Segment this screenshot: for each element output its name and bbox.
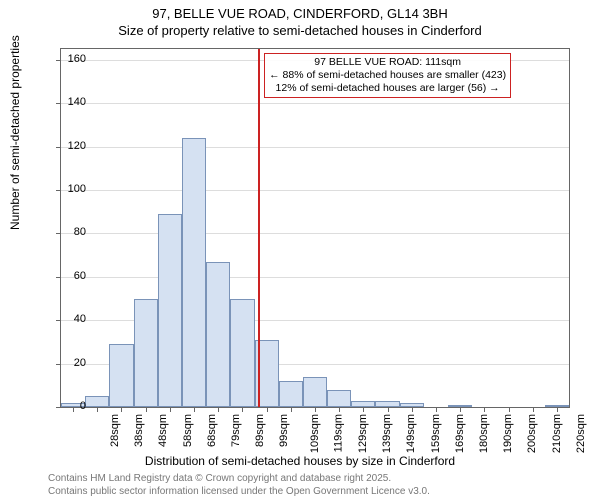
gridline — [61, 147, 569, 148]
y-axis-label: Number of semi-detached properties — [8, 35, 22, 230]
credits-line2: Contains public sector information licen… — [48, 486, 430, 499]
x-tick-label: 119sqm — [332, 414, 344, 452]
gridline — [61, 233, 569, 234]
chart-title-line2: Size of property relative to semi-detach… — [0, 23, 600, 40]
histogram-bar — [279, 381, 303, 407]
x-tick-label: 129sqm — [357, 414, 369, 453]
y-tick-label: 160 — [56, 53, 86, 65]
x-tick-label: 28sqm — [109, 414, 121, 447]
y-tick-label: 40 — [56, 313, 86, 325]
credits-line1: Contains HM Land Registry data © Crown c… — [48, 473, 430, 486]
x-tick-label: 180sqm — [478, 414, 490, 453]
x-tick-label: 210sqm — [551, 414, 563, 453]
x-axis-label: Distribution of semi-detached houses by … — [0, 454, 600, 468]
histogram-bar — [182, 138, 206, 407]
histogram-bar — [327, 390, 351, 407]
x-tick-label: 159sqm — [430, 414, 442, 453]
gridline — [61, 103, 569, 104]
x-tick-label: 58sqm — [182, 414, 194, 447]
x-tick-label: 89sqm — [254, 414, 266, 447]
reference-line — [258, 49, 260, 407]
y-tick-label: 0 — [56, 400, 86, 412]
x-tick-label: 99sqm — [278, 414, 290, 447]
x-tick-label: 68sqm — [206, 414, 218, 447]
y-tick-label: 140 — [56, 96, 86, 108]
x-tick-label: 149sqm — [406, 414, 418, 453]
x-tick-label: 200sqm — [526, 414, 538, 453]
x-tick-label: 48sqm — [158, 414, 170, 447]
x-tick-label: 169sqm — [454, 414, 466, 453]
x-tick-label: 38sqm — [133, 414, 145, 447]
y-tick-label: 100 — [56, 183, 86, 195]
y-tick-label: 120 — [56, 140, 86, 152]
gridline — [61, 190, 569, 191]
x-tick-label: 79sqm — [230, 414, 242, 447]
gridline — [61, 277, 569, 278]
annotation-box: 97 BELLE VUE ROAD: 111sqm← 88% of semi-d… — [264, 53, 511, 98]
x-tick-label: 220sqm — [575, 414, 587, 453]
y-tick-label: 80 — [56, 226, 86, 238]
x-tick-label: 139sqm — [381, 414, 393, 453]
x-tick-label: 109sqm — [309, 414, 321, 453]
annotation-line: 97 BELLE VUE ROAD: 111sqm — [269, 56, 506, 69]
y-tick-label: 20 — [56, 357, 86, 369]
credits: Contains HM Land Registry data © Crown c… — [48, 473, 430, 498]
histogram-bar — [206, 262, 230, 407]
annotation-line: 12% of semi-detached houses are larger (… — [269, 82, 506, 95]
histogram-bar — [134, 299, 158, 407]
histogram-bar — [230, 299, 254, 407]
histogram-bar — [109, 344, 133, 407]
chart-title-line1: 97, BELLE VUE ROAD, CINDERFORD, GL14 3BH — [0, 6, 600, 23]
histogram-bar — [303, 377, 327, 407]
y-tick-label: 60 — [56, 270, 86, 282]
annotation-line: ← 88% of semi-detached houses are smalle… — [269, 69, 506, 82]
chart-plot-area: 97 BELLE VUE ROAD: 111sqm← 88% of semi-d… — [60, 48, 570, 408]
x-tick-label: 190sqm — [502, 414, 514, 453]
histogram-bar — [158, 214, 182, 407]
histogram-bar — [85, 396, 109, 407]
